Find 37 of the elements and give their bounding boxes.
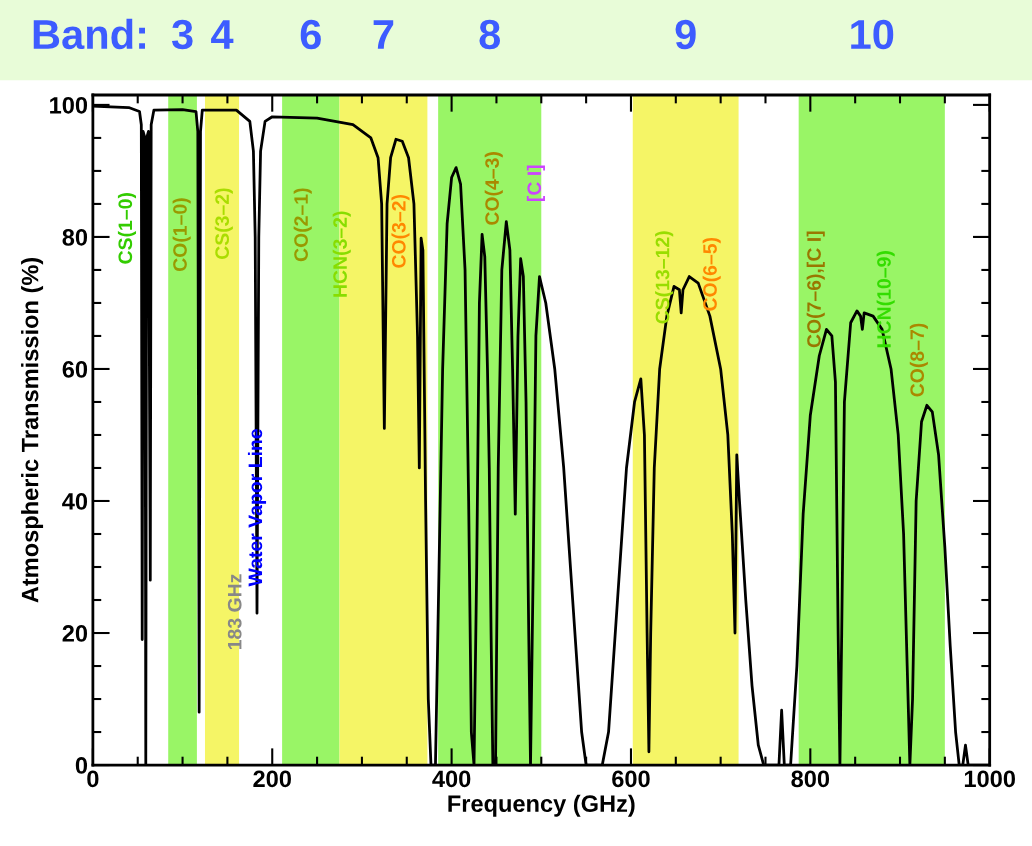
text: Band: bbox=[33, 18, 145, 50]
y-tick-label: 40 bbox=[62, 493, 88, 510]
annotation: Water Vapor Line bbox=[247, 429, 267, 587]
x-tick-label: 400 bbox=[432, 770, 471, 788]
annotation: CS(13–12) bbox=[655, 231, 674, 324]
band-label: 10 bbox=[851, 19, 894, 50]
annotation: HCN(3–2) bbox=[332, 211, 351, 297]
annotation: [C I] bbox=[526, 165, 545, 202]
y-tick-label: 0 bbox=[75, 757, 88, 774]
x-tick-label: 200 bbox=[253, 770, 291, 788]
x-tick-label: 600 bbox=[612, 770, 650, 788]
annotation: CO(7–6),[C I] bbox=[806, 231, 825, 348]
annotation: HCN(10–9) bbox=[876, 251, 895, 348]
band-label: 8 bbox=[479, 19, 501, 50]
band-label: 3 bbox=[171, 19, 193, 50]
annotation: CO(1–0) bbox=[172, 198, 191, 272]
annotation: CO(2–1) bbox=[293, 188, 312, 262]
band-label: 7 bbox=[373, 20, 394, 49]
y-tick-label: 80 bbox=[62, 229, 88, 246]
x-tick-label: 800 bbox=[791, 770, 830, 788]
y-axis-title: Atmospheric Transmission (%) bbox=[21, 258, 44, 603]
y-tick-label: 20 bbox=[62, 625, 88, 642]
band-label: 9 bbox=[675, 19, 696, 50]
x-tick-label: 0 bbox=[87, 770, 99, 788]
band-label: 4 bbox=[211, 20, 234, 49]
annotation: CS(3–2) bbox=[214, 188, 233, 260]
annotation: CO(6–5) bbox=[702, 237, 721, 311]
band-label: 6 bbox=[300, 19, 321, 50]
annotation: CS(1–0) bbox=[117, 193, 137, 264]
x-tick-label: 1000 bbox=[964, 770, 1015, 788]
x-axis-title: Frequency (GHz) bbox=[448, 794, 635, 817]
annotation: 183 GHz bbox=[227, 574, 242, 650]
annotation: CO(4–3) bbox=[484, 152, 503, 225]
y-tick-label: 100 bbox=[50, 96, 88, 114]
y-tick-label: 60 bbox=[62, 361, 88, 378]
annotation: CO(3–2) bbox=[391, 194, 410, 268]
annotation: CO(8–7) bbox=[909, 323, 928, 397]
